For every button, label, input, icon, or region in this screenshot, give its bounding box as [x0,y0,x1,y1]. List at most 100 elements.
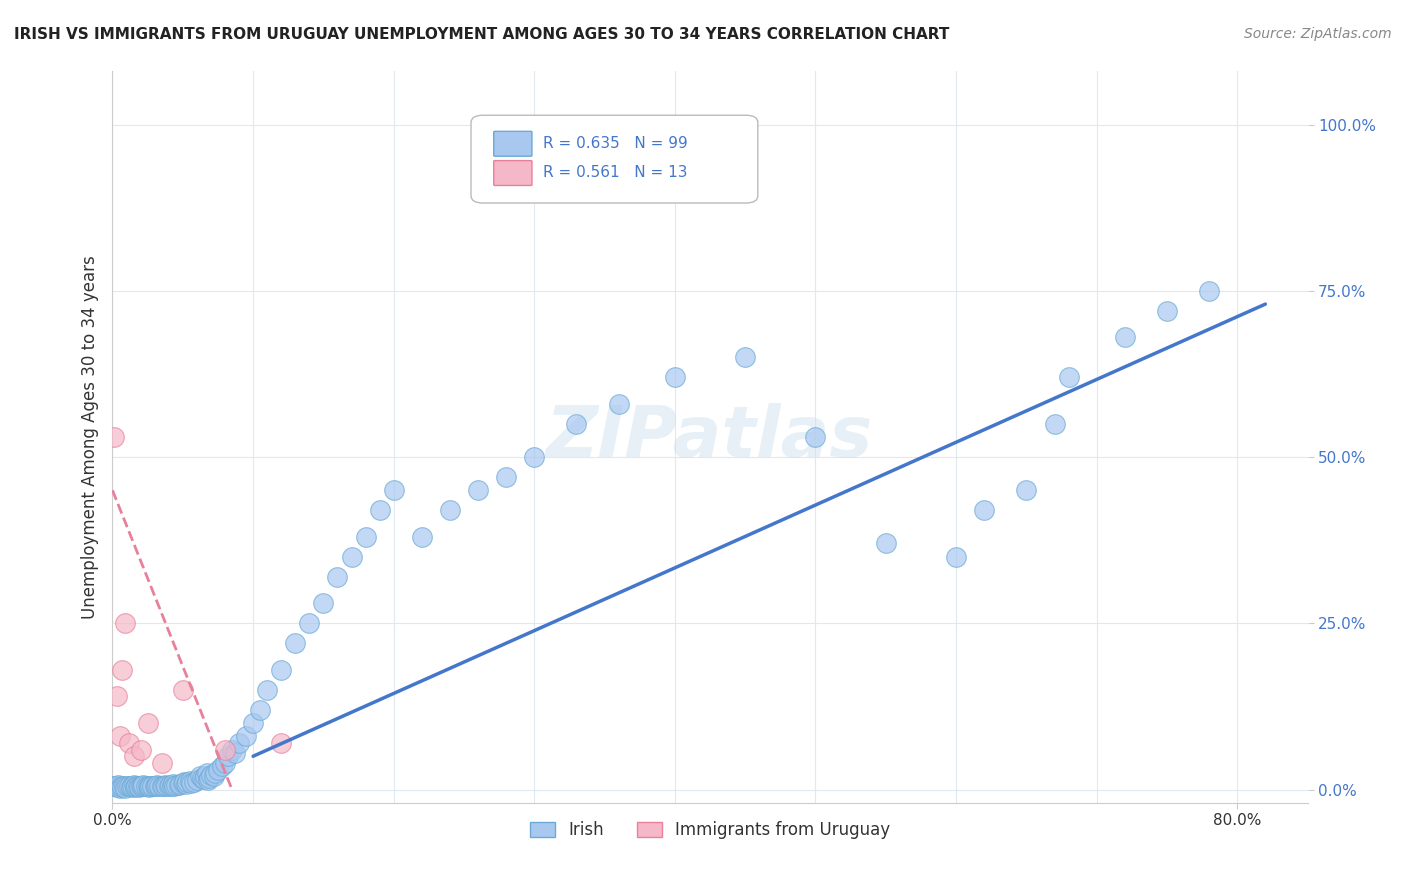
Point [112,779,135,793]
Point [118,736,141,750]
Point [174,776,197,790]
Point [108,729,131,743]
Point [607,397,630,411]
Point [104,779,127,793]
Point [734,351,756,365]
Point [128,780,150,794]
Point [197,772,219,787]
Point [103,779,125,793]
Point [214,742,236,756]
Point [132,778,155,792]
Text: R = 0.635   N = 99: R = 0.635 N = 99 [543,136,688,151]
Point [411,530,433,544]
Point [183,774,205,789]
Point [127,779,149,793]
Point [150,779,173,793]
Point [155,779,177,793]
Point [204,765,226,780]
Point [169,777,191,791]
Point [125,779,148,793]
Point [103,430,125,444]
Point [211,759,233,773]
Point [1156,303,1178,318]
Point [122,778,145,792]
Point [382,483,405,498]
Point [141,779,163,793]
Point [138,780,160,794]
Text: IRISH VS IMMIGRANTS FROM URUGUAY UNEMPLOYMENT AMONG AGES 30 TO 34 YEARS CORRELAT: IRISH VS IMMIGRANTS FROM URUGUAY UNEMPLO… [14,27,949,42]
Point [111,780,134,794]
Point [664,370,686,384]
Point [340,549,363,564]
Point [368,503,391,517]
Point [235,729,257,743]
Point [207,763,229,777]
Point [108,780,131,795]
Point [145,779,167,793]
Point [150,756,173,770]
Point [179,773,201,788]
Point [1057,370,1080,384]
Point [270,736,292,750]
Point [467,483,489,498]
Point [139,779,162,793]
Point [105,690,128,704]
Point [284,636,307,650]
Point [105,780,128,794]
Text: R = 0.561   N = 13: R = 0.561 N = 13 [543,165,688,180]
Point [180,776,202,790]
Point [194,769,217,783]
Legend: Irish, Immigrants from Uruguay: Irish, Immigrants from Uruguay [523,814,897,846]
Point [107,778,129,792]
Point [326,570,349,584]
Point [120,780,142,794]
Point [875,536,897,550]
Point [135,779,157,793]
Point [129,779,152,793]
Point [143,779,166,793]
Point [122,749,145,764]
Point [148,779,170,793]
Point [312,596,335,610]
FancyBboxPatch shape [471,115,758,203]
Point [136,779,159,793]
Point [136,716,159,731]
Point [198,771,221,785]
Point [160,779,183,793]
Point [114,616,136,631]
Point [162,777,184,791]
Point [131,779,153,793]
Point [111,663,134,677]
Point [221,742,243,756]
Point [188,769,211,783]
Point [124,780,146,794]
Point [217,749,239,764]
Point [173,774,195,789]
Point [118,779,141,793]
Point [191,771,214,785]
Point [176,775,198,789]
Point [200,768,222,782]
Point [224,746,246,760]
Text: ZIPatlas: ZIPatlas [547,402,873,472]
Point [1114,330,1136,344]
Point [298,616,321,631]
Point [115,779,138,793]
Point [270,663,292,677]
Point [186,772,208,787]
FancyBboxPatch shape [494,161,531,186]
Point [228,736,250,750]
Point [354,530,377,544]
Text: Source: ZipAtlas.com: Source: ZipAtlas.com [1244,27,1392,41]
Point [165,778,187,792]
Point [152,779,174,793]
Point [114,780,136,795]
Y-axis label: Unemployment Among Ages 30 to 34 years: Unemployment Among Ages 30 to 34 years [80,255,98,619]
Point [146,778,169,792]
Point [495,470,517,484]
Point [804,430,827,444]
Point [1015,483,1038,498]
Point [129,742,152,756]
Point [163,779,186,793]
Point [565,417,588,431]
